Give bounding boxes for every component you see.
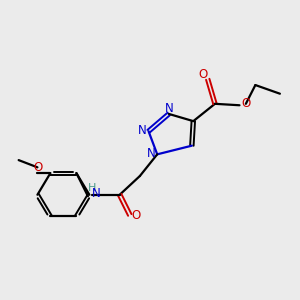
Text: O: O: [241, 97, 250, 110]
Text: N: N: [92, 188, 101, 200]
Text: H: H: [88, 183, 96, 194]
Text: N: N: [147, 147, 156, 160]
Text: N: N: [165, 102, 174, 115]
Text: O: O: [33, 161, 43, 174]
Text: O: O: [198, 68, 207, 81]
Text: N: N: [138, 124, 147, 137]
Text: O: O: [131, 209, 141, 222]
